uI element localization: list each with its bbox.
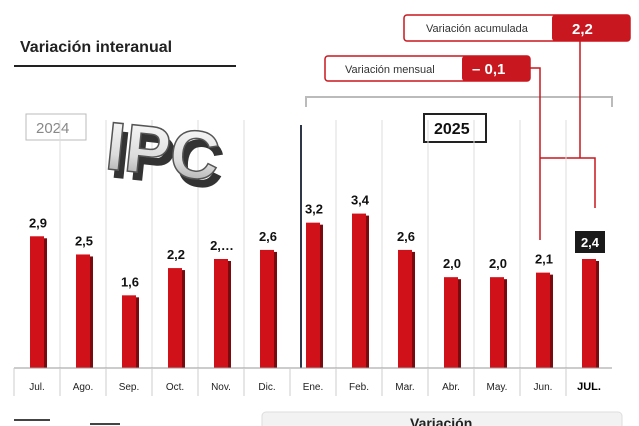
data-label: 3,2 — [305, 202, 323, 217]
grid-lines — [59, 120, 567, 368]
x-axis-ticks: Jul. Ago. Sep. Oct. Nov. Dic. Ene. Feb. Mar. Abr.… — [13, 368, 601, 396]
tick-label: Feb. — [349, 382, 369, 393]
bars: 2,9 2,5 1,6 2,2 2,… 2,6 3,2 3,4 2,6 2,0 2,0 2,1 2,4 — [29, 193, 605, 368]
bar — [582, 259, 596, 368]
bar — [352, 213, 366, 368]
tick-label: Dic. — [258, 382, 275, 393]
tick-label: Ene. — [303, 382, 324, 393]
monthly-connector — [530, 67, 541, 240]
highlight-label-box — [575, 231, 605, 253]
bar — [306, 222, 320, 368]
bar — [444, 277, 458, 368]
tick-label: Jul. — [29, 382, 45, 393]
accumulated-value: 2,2 — [572, 21, 593, 38]
tick-label: Mar. — [395, 382, 414, 393]
tick-label: Jun. — [534, 382, 553, 393]
monthly-value: – 0,1 — [472, 61, 505, 78]
bar — [214, 259, 228, 368]
monthly-label: Variación mensual — [345, 64, 435, 76]
data-label: 2,1 — [535, 252, 553, 267]
data-label: 2,5 — [75, 233, 93, 248]
year-2025-bracket — [305, 96, 613, 107]
accumulated-label: Variación acumulada — [426, 23, 529, 35]
ipc-logo: IPC IPC — [102, 107, 229, 204]
bar — [260, 249, 274, 368]
bar — [76, 254, 90, 368]
tick-label: Ago. — [73, 382, 94, 393]
data-label: 1,6 — [121, 274, 139, 289]
data-label: 2,… — [210, 238, 234, 253]
data-label: 2,6 — [259, 229, 277, 244]
bottom-panel — [261, 411, 623, 426]
bar — [168, 268, 182, 368]
svg-text:IPC: IPC — [108, 117, 229, 204]
bar — [30, 236, 44, 368]
year-2024-label: 2024 — [36, 120, 69, 137]
bottom-variacion-text: Variación — [410, 415, 472, 426]
data-label: 2,2 — [167, 247, 185, 262]
tick-label: Abr. — [442, 382, 460, 393]
chart-title: Variación interanual — [20, 39, 172, 56]
svg-text:IPC: IPC — [102, 108, 223, 195]
data-label: 3,4 — [351, 193, 370, 208]
tick-label: Sep. — [119, 382, 140, 393]
bar — [536, 272, 550, 368]
tick-label: JUL. — [577, 381, 601, 393]
data-label: 2,0 — [489, 256, 507, 271]
year-2025-box — [423, 113, 487, 143]
data-label: 2,0 — [443, 256, 461, 271]
bar — [122, 295, 136, 368]
tick-label: May. — [487, 382, 508, 393]
tick-label: Oct. — [166, 382, 184, 393]
bar — [490, 277, 504, 368]
data-label: 2,9 — [29, 215, 47, 230]
tick-label: Nov. — [211, 382, 231, 393]
year-2024-box — [25, 113, 87, 141]
bar — [398, 249, 412, 368]
accumulated-callout: Variación acumulada 2,2 — [403, 14, 631, 42]
data-label: 2,6 — [397, 229, 415, 244]
jul-connector — [540, 157, 596, 208]
monthly-callout: Variación mensual – 0,1 — [324, 55, 531, 82]
data-label: 2,4 — [581, 235, 600, 250]
year-2025-label: 2025 — [434, 121, 470, 138]
